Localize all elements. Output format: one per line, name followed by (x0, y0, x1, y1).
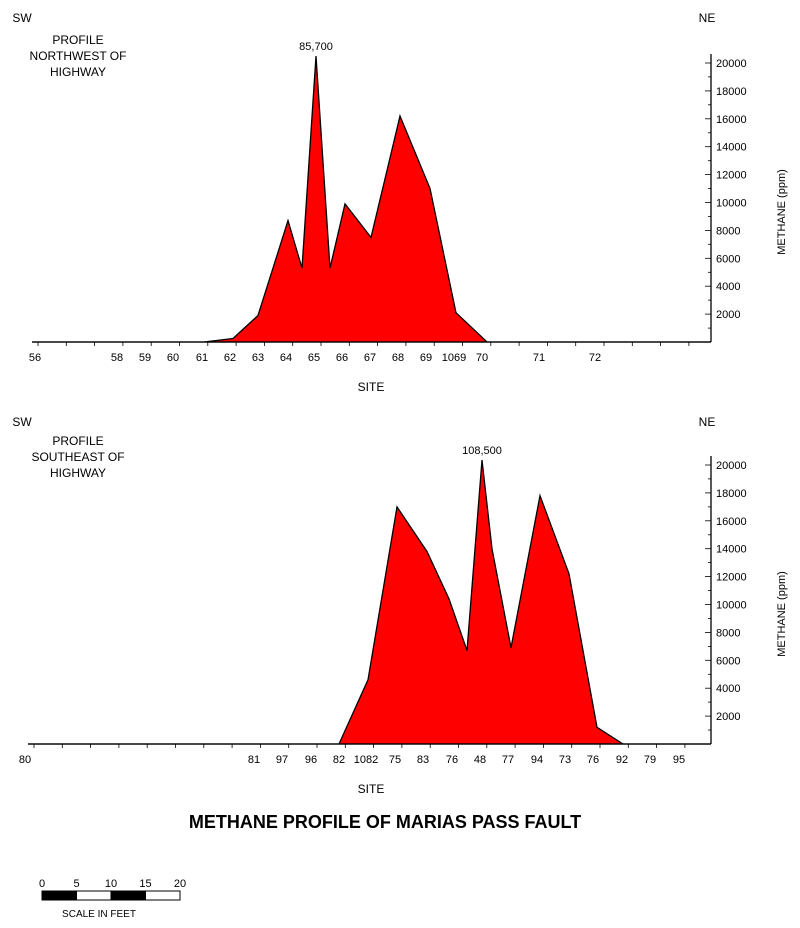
site-tick-label: 94 (531, 754, 543, 766)
profile-title-line: PROFILE (52, 434, 103, 448)
site-tick-label: 97 (276, 754, 288, 766)
scale-bar-segment (76, 890, 112, 901)
y-tick-label: 6000 (716, 253, 740, 265)
site-tick-label: 75 (389, 754, 401, 766)
scale-bar-caption: SCALE IN FEET (62, 909, 136, 920)
y-tick-label: 14000 (716, 142, 747, 154)
scale-bar: 0 5 10 15 20 SCALE IN FEET (39, 878, 186, 920)
site-tick-label: 56 (29, 352, 41, 364)
scale-bar-label: 5 (73, 878, 79, 890)
direction-sw-label: SW (12, 11, 32, 25)
site-tick-label: 72 (589, 352, 601, 364)
scale-bar-label: 20 (174, 878, 186, 890)
y-tick-label: 18000 (716, 488, 747, 500)
site-tick-label: 92 (616, 754, 628, 766)
y-tick-label: 4000 (716, 683, 740, 695)
y-tick-label: 8000 (716, 627, 740, 639)
site-tick-label: 61 (196, 352, 208, 364)
y-tick-label: 20000 (716, 460, 747, 472)
site-tick-label: 81 (248, 754, 260, 766)
main-title: METHANE PROFILE OF MARIAS PASS FAULT (189, 812, 581, 832)
y-tick-label: 8000 (716, 225, 740, 237)
scale-bar-segment (145, 890, 181, 901)
y-tick-label: 14000 (716, 544, 747, 556)
site-tick-label: 48 (474, 754, 486, 766)
methane-area (32, 55, 711, 343)
profile-title-line: HIGHWAY (50, 466, 106, 480)
y-axis-label: METHANE (ppm) (776, 169, 788, 255)
profile-title-line: HIGHWAY (50, 65, 106, 79)
site-tick-label: 79 (644, 754, 656, 766)
direction-sw-label: SW (12, 415, 32, 429)
y-tick-label: 12000 (716, 572, 747, 584)
y-axis-label: METHANE (ppm) (776, 571, 788, 657)
site-tick-label: 64 (280, 352, 292, 364)
site-tick-label: 59 (139, 352, 151, 364)
y-tick-label: 16000 (716, 516, 747, 528)
direction-ne-label: NE (699, 11, 716, 25)
peak-value-label: 108,500 (462, 445, 502, 457)
site-tick-label: 1069 (442, 352, 466, 364)
site-tick-label: 96 (305, 754, 317, 766)
y-tick-label: 16000 (716, 114, 747, 126)
y-tick-label: 6000 (716, 655, 740, 667)
site-tick-label: 68 (392, 352, 404, 364)
site-tick-label: 62 (224, 352, 236, 364)
site-tick-label: 83 (417, 754, 429, 766)
site-tick-label: 76 (446, 754, 458, 766)
site-tick-label: 60 (167, 352, 179, 364)
site-tick-label: 66 (336, 352, 348, 364)
site-tick-label: 58 (111, 352, 123, 364)
site-tick-label: 1082 (354, 754, 378, 766)
direction-ne-label: NE (699, 415, 716, 429)
site-tick-label: 67 (364, 352, 376, 364)
y-tick-label: 12000 (716, 170, 747, 182)
site-tick-label: 82 (333, 754, 345, 766)
x-axis-label: SITE (358, 380, 385, 394)
scale-bar-label: 15 (139, 878, 151, 890)
site-tick-label: 73 (559, 754, 571, 766)
site-tick-label: 71 (533, 352, 545, 364)
y-tick-label: 18000 (716, 86, 747, 98)
y-tick-label: 10000 (716, 198, 747, 210)
site-tick-label: 70 (476, 352, 488, 364)
site-tick-label: 69 (420, 352, 432, 364)
scale-bar-label: 0 (39, 878, 45, 890)
y-tick-label: 2000 (716, 711, 740, 723)
y-tick-label: 4000 (716, 281, 740, 293)
profile-northwest-panel: SW NE PROFILE NORTHWEST OF HIGHWAY 85,700 56 58… (12, 11, 788, 394)
site-tick-label: 95 (673, 754, 685, 766)
methane-area (28, 459, 711, 745)
x-axis-label: SITE (358, 782, 385, 796)
peak-value-label: 85,700 (299, 41, 333, 53)
profile-title-line: PROFILE (52, 33, 103, 47)
site-tick-label: 77 (502, 754, 514, 766)
site-tick-label: 80 (19, 754, 31, 766)
scale-bar-label: 10 (105, 878, 117, 890)
site-tick-label: 76 (587, 754, 599, 766)
scale-bar-segment (110, 890, 146, 901)
profile-southeast-panel: SW NE PROFILE SOUTHEAST OF HIGHWAY 108,500 80 8… (12, 415, 788, 796)
profile-title-line: SOUTHEAST OF (31, 450, 124, 464)
site-tick-label: 65 (308, 352, 320, 364)
scale-bar-segment (41, 890, 77, 901)
y-tick-label: 20000 (716, 58, 747, 70)
y-tick-label: 2000 (716, 309, 740, 321)
site-tick-label: 63 (252, 352, 264, 364)
profile-title-line: NORTHWEST OF (30, 49, 127, 63)
y-tick-label: 10000 (716, 600, 747, 612)
